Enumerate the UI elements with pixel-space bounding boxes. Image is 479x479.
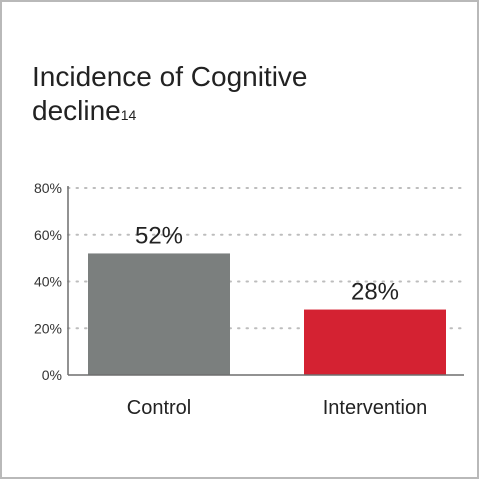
bar-control	[88, 253, 230, 375]
y-tick-label: 80%	[34, 180, 62, 196]
x-category-label: Intervention	[323, 397, 428, 419]
y-tick-label: 40%	[34, 274, 62, 290]
y-tick-label: 60%	[34, 227, 62, 243]
y-tick-label: 20%	[34, 320, 62, 336]
chart-title-line2: decline	[32, 95, 121, 126]
chart-title-footnote: 14	[120, 107, 137, 123]
y-tick-label: 0%	[42, 367, 62, 383]
bar-intervention	[304, 309, 446, 375]
data-label: 52%	[135, 222, 183, 249]
data-label: 28%	[351, 279, 399, 306]
x-category-label: Control	[127, 397, 191, 419]
chart-title-line1: Incidence of Cognitive	[32, 61, 308, 92]
chart-title: Incidence of Cognitive decline14	[32, 60, 308, 128]
